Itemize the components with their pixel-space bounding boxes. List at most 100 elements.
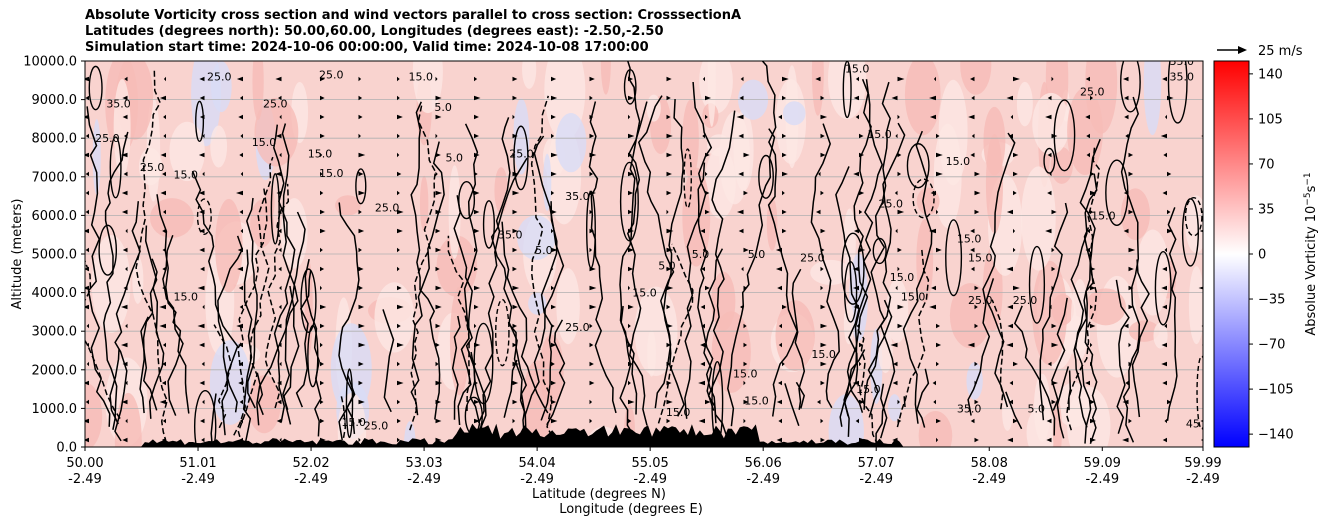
wind-arrow-icon — [397, 304, 404, 310]
vorticity-patch — [1016, 81, 1033, 127]
wind-arrow-icon — [358, 133, 361, 139]
y-tick-label: 7000.0 — [32, 170, 78, 185]
wind-arrow-icon — [589, 266, 596, 272]
wind-arrow-icon — [1047, 95, 1052, 101]
wind-arrow-icon — [474, 171, 478, 177]
wind-arrow-icon — [820, 95, 825, 101]
wind-arrow-icon — [85, 209, 89, 215]
wind-arrow-icon — [741, 266, 744, 272]
wind-arrow-icon — [551, 190, 555, 196]
vorticity-patch — [682, 99, 699, 179]
wind-arrow-icon — [236, 323, 243, 329]
wind-arrow-icon — [666, 152, 673, 158]
contour-label: 15.0 — [1091, 209, 1116, 222]
wind-arrow-icon — [589, 399, 593, 405]
wind-arrow-icon — [358, 76, 362, 82]
colorbar-tick-label: 0 — [1258, 248, 1266, 263]
wind-arrow-icon — [743, 190, 748, 196]
wind-arrow-icon — [1206, 362, 1208, 366]
contour-label: 35.0 — [957, 402, 982, 415]
contour-line — [156, 194, 190, 414]
wind-arrow-icon — [397, 95, 400, 101]
wind-arrow-icon — [1051, 323, 1057, 329]
wind-arrow-icon — [125, 323, 128, 329]
wind-arrow-icon — [1046, 418, 1052, 424]
wind-arrow-icon — [85, 437, 89, 443]
wind-arrow-icon — [358, 171, 364, 177]
contour-loop — [300, 268, 317, 333]
wind-arrow-icon — [474, 418, 481, 424]
wind-arrow-icon — [85, 399, 89, 405]
vorticity-patch — [449, 286, 470, 396]
wind-arrow-icon — [743, 323, 747, 329]
contour-line — [896, 249, 930, 428]
wind-arrow-icon — [1045, 114, 1052, 120]
wind-arrow-icon — [435, 209, 442, 215]
wind-arrow-icon — [1051, 133, 1058, 139]
wind-arrow-icon — [239, 399, 243, 405]
wind-arrow-icon — [743, 247, 749, 253]
wind-arrow-icon — [1051, 247, 1055, 253]
vorticity-patch — [85, 382, 103, 447]
wind-arrow-icon — [474, 266, 479, 272]
vorticity-patch — [782, 101, 806, 126]
wind-arrow-icon — [1123, 228, 1129, 234]
wind-arrow-icon — [551, 399, 557, 405]
wind-arrow-icon — [852, 285, 859, 291]
contour-line — [114, 201, 141, 442]
contour-line — [213, 324, 232, 429]
vorticity-patch — [247, 375, 281, 434]
wind-arrow-icon — [970, 76, 975, 82]
wind-arrow-icon — [974, 437, 979, 443]
y-tick-label: 5000.0 — [32, 248, 78, 263]
x-tick-label-lat: 58.08 — [971, 456, 1008, 471]
wind-arrow-icon — [238, 361, 243, 367]
wind-arrow-icon — [123, 285, 128, 291]
wind-arrow-icon — [85, 304, 89, 310]
wind-arrow-icon — [435, 399, 442, 405]
wind-arrow-icon — [162, 228, 166, 234]
wind-arrow-icon — [820, 285, 824, 291]
wind-arrow-icon — [933, 399, 936, 405]
wind-arrow-icon — [1090, 361, 1093, 367]
wind-arrow-icon — [1007, 323, 1013, 329]
wind-arrow-icon — [859, 399, 866, 405]
wind-arrow-icon — [202, 133, 205, 139]
wind-arrow-icon — [551, 285, 555, 291]
wind-arrow-icon — [897, 171, 902, 177]
wind-arrow-icon — [1128, 361, 1132, 367]
wind-arrow-icon — [1051, 399, 1056, 405]
wind-arrow-icon — [1049, 304, 1052, 310]
contour-loop — [906, 143, 930, 189]
contour-line — [237, 156, 274, 446]
vorticity-patch — [904, 61, 941, 136]
wind-arrow-icon — [121, 190, 128, 196]
wind-arrow-icon — [512, 323, 518, 329]
chart-title-line-1: Absolute Vorticity cross section and win… — [85, 8, 742, 23]
wind-arrow-icon — [358, 399, 365, 405]
wind-arrow-icon — [628, 285, 631, 291]
wind-arrow-icon — [1200, 419, 1203, 423]
contour-line — [991, 299, 1004, 410]
wind-arrow-icon — [397, 380, 404, 386]
vorticity-patch — [374, 282, 415, 353]
wind-arrow-icon — [589, 152, 597, 158]
vorticity-patch — [210, 61, 232, 113]
x-tick-label-lon: -2.49 — [1186, 472, 1220, 487]
wind-arrow-icon — [238, 114, 243, 120]
vorticity-patch — [1002, 394, 1013, 431]
contour-line — [233, 187, 268, 436]
x-tick-label-lon: -2.49 — [181, 472, 215, 487]
wind-arrow-icon — [320, 209, 325, 215]
wind-arrow-icon — [199, 380, 205, 386]
vorticity-patch — [113, 79, 131, 177]
contour-label: 25.0 — [879, 198, 904, 211]
contour-loop — [1028, 245, 1046, 324]
wind-arrow-icon — [589, 304, 597, 310]
vorticity-patch — [878, 328, 893, 374]
wind-arrow-icon — [705, 171, 708, 177]
vorticity-patch — [699, 61, 733, 114]
contour-label: 35.0 — [498, 229, 523, 242]
wind-arrow-icon — [435, 152, 441, 158]
wind-arrow-icon — [278, 342, 282, 348]
